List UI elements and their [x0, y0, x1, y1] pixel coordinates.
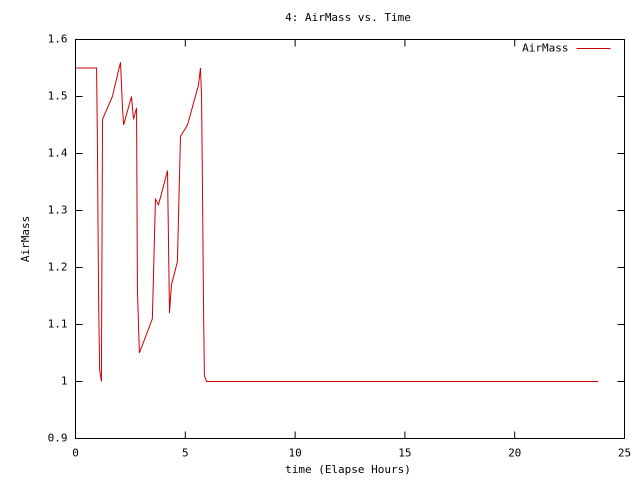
y-tick-label: 1.1	[48, 318, 68, 331]
x-tick-label: 15	[398, 447, 411, 460]
x-tick-label: 0	[72, 447, 79, 460]
y-tick-label: 0.9	[48, 432, 68, 445]
y-tick-label: 1.4	[48, 147, 68, 160]
y-tick-label: 1.5	[48, 90, 68, 103]
x-tick-label: 20	[508, 447, 521, 460]
legend-label: AirMass	[522, 42, 568, 55]
y-axis-label: AirMass	[19, 216, 32, 262]
x-tick-label: 5	[182, 447, 189, 460]
plot-frame	[75, 39, 625, 439]
y-tick-label: 1.6	[48, 33, 68, 46]
data-line	[75, 62, 599, 382]
x-axis-label: time (Elapse Hours)	[285, 463, 411, 476]
chart-title: 4: AirMass vs. Time	[285, 11, 411, 24]
x-tick-label: 10	[288, 447, 301, 460]
y-tick-label: 1.2	[48, 261, 68, 274]
y-tick-label: 1	[61, 375, 68, 388]
y-tick-label: 1.3	[48, 204, 68, 217]
x-tick-label: 25	[618, 447, 631, 460]
